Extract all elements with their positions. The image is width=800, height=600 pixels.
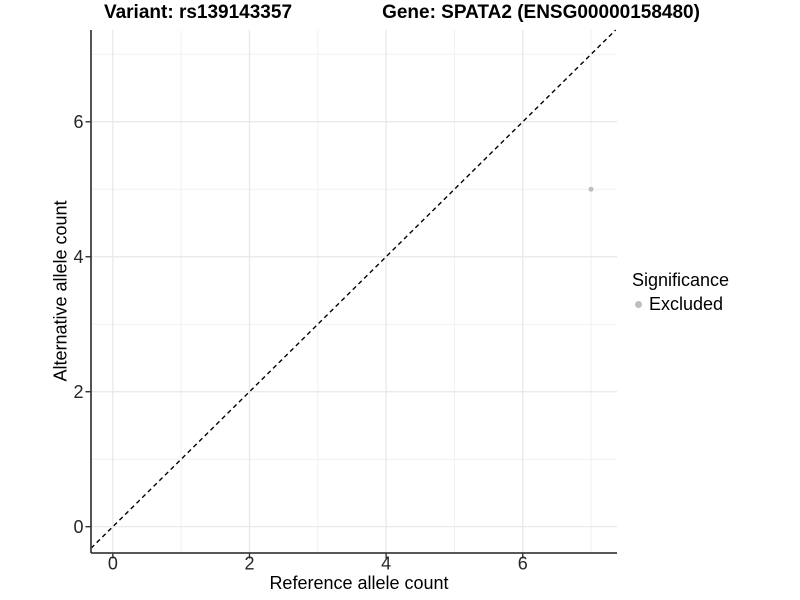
y-axis-title: Alternative allele count bbox=[50, 200, 71, 382]
y-tick-label: 6 bbox=[73, 112, 83, 132]
legend-entry-label: Excluded bbox=[649, 293, 724, 314]
plot-title-gene: Gene: SPATA2 (ENSG00000158480) bbox=[382, 2, 700, 23]
y-tick-label: 0 bbox=[73, 517, 83, 537]
x-tick-label: 6 bbox=[518, 554, 528, 574]
legend-entries: Excluded bbox=[632, 294, 729, 315]
x-tick-label: 0 bbox=[108, 554, 118, 574]
plot-title-variant: Variant: rs139143357 bbox=[103, 2, 293, 23]
legend: Significance Excluded bbox=[632, 270, 730, 315]
identity-reference-line bbox=[90, 29, 617, 549]
x-axis-title: Reference allele count bbox=[269, 573, 449, 593]
x-tick-label: 4 bbox=[381, 554, 391, 574]
legend-entry: Excluded bbox=[632, 294, 729, 315]
y-tick-label: 2 bbox=[73, 382, 83, 402]
legend-marker-dot bbox=[635, 300, 642, 308]
x-tick-label: 2 bbox=[244, 554, 254, 574]
data-point bbox=[588, 186, 594, 192]
y-tick-label: 4 bbox=[73, 247, 83, 267]
legend-title: Significance bbox=[632, 270, 730, 290]
